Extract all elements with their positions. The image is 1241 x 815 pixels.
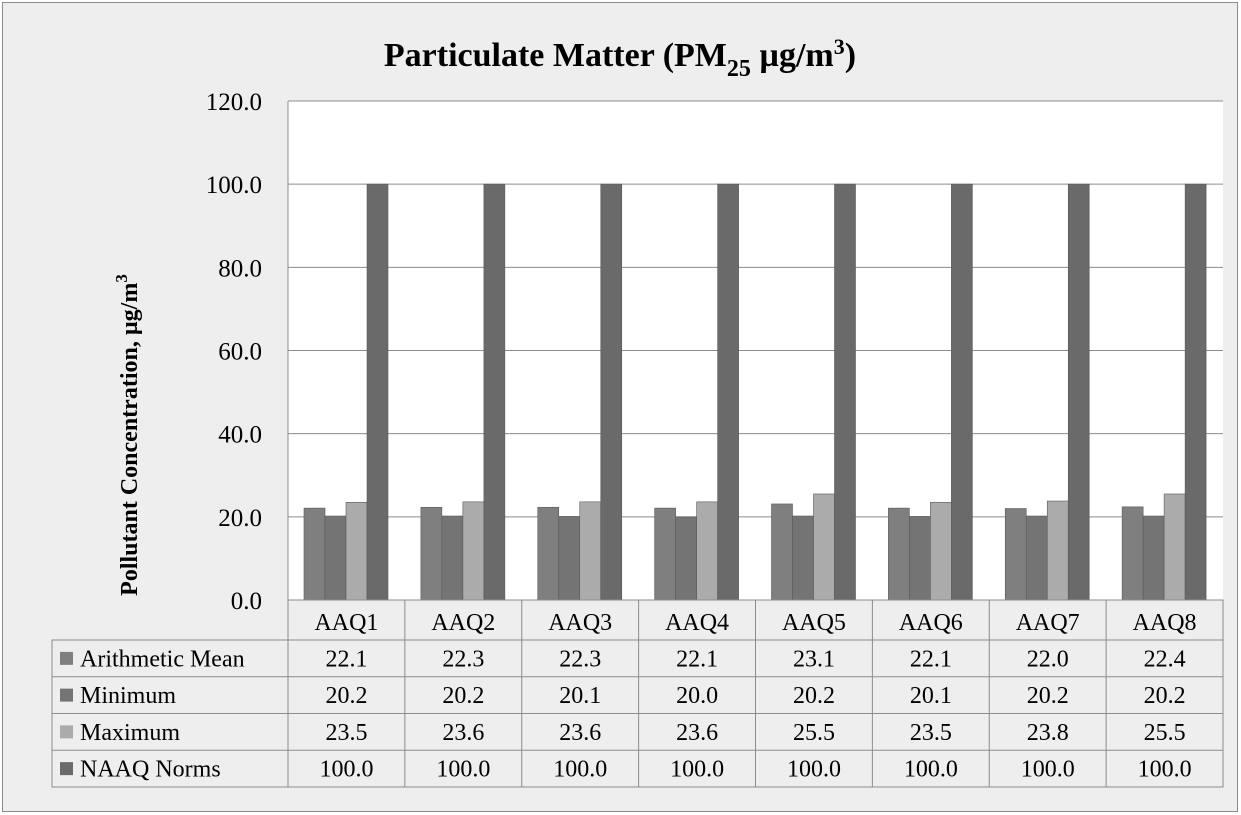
table-cell: 25.5 — [1144, 720, 1186, 746]
legend-key — [60, 725, 73, 739]
table-cell: 22.3 — [559, 646, 601, 672]
title-text: Particulate Matter (PM — [384, 37, 727, 74]
table-cell: 20.2 — [1027, 683, 1069, 709]
bar — [1067, 183, 1090, 601]
bar — [462, 501, 485, 601]
bar — [834, 183, 856, 601]
table-cell: 22.1 — [325, 646, 367, 672]
table-cell: 23.1 — [793, 646, 835, 672]
bar — [579, 501, 602, 601]
table-cell: 22.1 — [910, 646, 952, 672]
category-label: AAQ3 — [548, 610, 612, 636]
bar — [909, 516, 931, 601]
bar — [345, 501, 368, 601]
category-label: AAQ1 — [314, 610, 378, 636]
series-label: NAAQ Norms — [80, 757, 221, 783]
category-label: AAQ5 — [782, 610, 846, 636]
table-cell: 20.0 — [676, 683, 718, 709]
bar — [303, 507, 326, 601]
bar — [1004, 508, 1027, 601]
table-cell: 23.6 — [559, 720, 601, 746]
series-label: Arithmetic Mean — [80, 646, 245, 672]
bar — [558, 516, 581, 601]
y-tick-label: 40.0 — [218, 422, 262, 449]
table-cell: 23.8 — [1027, 720, 1069, 746]
bar — [951, 183, 973, 601]
bar — [420, 506, 443, 601]
table-cell: 100.0 — [787, 757, 841, 783]
bar — [654, 507, 676, 601]
category-label: AAQ7 — [1016, 610, 1080, 636]
bar — [441, 515, 464, 601]
table-cell: 100.0 — [319, 757, 373, 783]
series-label: Maximum — [80, 720, 180, 746]
table-cell: 25.5 — [793, 720, 835, 746]
table-cell: 23.5 — [910, 720, 952, 746]
y-tick-label: 60.0 — [218, 339, 262, 366]
bar — [1163, 493, 1186, 601]
y-axis-label-superscript: 3 — [112, 274, 131, 283]
bar — [1121, 506, 1144, 601]
title-unit: µg/m — [751, 37, 834, 74]
bar — [366, 183, 389, 601]
y-axis-label-text: Pollutant Concentration, µg/m — [117, 283, 143, 596]
table-cell: 100.0 — [1138, 757, 1192, 783]
table-cell: 22.0 — [1027, 646, 1069, 672]
bar — [483, 183, 506, 601]
legend-key — [60, 762, 73, 776]
y-tick-label: 120.0 — [206, 89, 262, 116]
legend-key — [60, 688, 73, 702]
table-cell: 23.5 — [325, 720, 367, 746]
title-close: ) — [845, 37, 856, 74]
table-cell: 100.0 — [1021, 757, 1075, 783]
table-cell: 100.0 — [553, 757, 607, 783]
table-cell: 20.2 — [1144, 683, 1186, 709]
bar — [537, 506, 560, 601]
category-label: AAQ6 — [899, 610, 963, 636]
table-cell: 100.0 — [436, 757, 490, 783]
y-axis-label: Pollutant Concentration, µg/m3 — [112, 274, 143, 596]
table-cell: 22.4 — [1144, 646, 1186, 672]
table-cell: 22.3 — [442, 646, 484, 672]
y-tick-label: 80.0 — [218, 255, 262, 282]
table-cell: 22.1 — [676, 646, 718, 672]
legend-key — [60, 651, 73, 665]
y-tick-label: 0.0 — [231, 588, 262, 615]
category-label: AAQ4 — [665, 610, 729, 636]
bar — [888, 507, 910, 601]
bar — [1184, 183, 1207, 601]
category-label: AAQ8 — [1133, 610, 1197, 636]
bar — [675, 516, 697, 601]
table-cell: 23.6 — [442, 720, 484, 746]
bar — [1046, 500, 1069, 601]
bar — [1025, 515, 1048, 601]
table-cell: 20.2 — [793, 683, 835, 709]
bar — [600, 183, 623, 601]
table-cell: 100.0 — [670, 757, 724, 783]
bar — [813, 493, 835, 601]
title-superscript: 3 — [834, 34, 845, 59]
table-cell: 20.2 — [325, 683, 367, 709]
y-tick-label: 20.0 — [218, 505, 262, 532]
table-cell: 20.1 — [910, 683, 952, 709]
table-cell: 20.2 — [442, 683, 484, 709]
table-cell: 100.0 — [904, 757, 958, 783]
bar — [324, 515, 347, 601]
title-subscript: 25 — [727, 56, 751, 82]
bar — [1142, 515, 1165, 601]
y-tick-label: 100.0 — [206, 172, 262, 199]
series-label: Minimum — [80, 683, 176, 709]
category-label: AAQ2 — [431, 610, 495, 636]
bar — [696, 501, 718, 601]
bar — [717, 183, 739, 601]
bar — [771, 503, 793, 601]
bar — [792, 515, 814, 601]
bar — [930, 501, 952, 601]
table-cell: 23.6 — [676, 720, 718, 746]
table-cell: 20.1 — [559, 683, 601, 709]
chart-title: Particulate Matter (PM25 µg/m3) — [384, 34, 856, 82]
